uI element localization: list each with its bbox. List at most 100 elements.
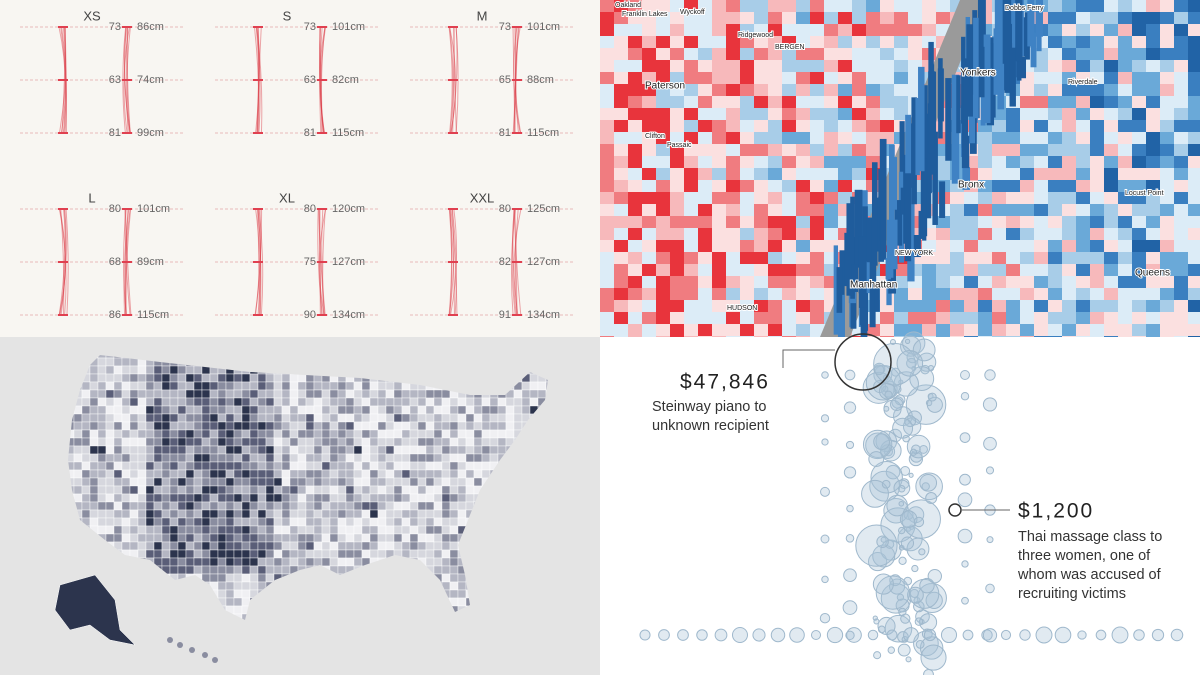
county bbox=[145, 501, 155, 511]
county bbox=[257, 461, 267, 471]
county bbox=[161, 501, 171, 511]
county bbox=[489, 437, 499, 447]
county bbox=[473, 453, 483, 463]
county bbox=[297, 557, 307, 567]
tract bbox=[1062, 0, 1077, 13]
county bbox=[465, 405, 475, 415]
tract bbox=[1062, 84, 1077, 97]
county bbox=[529, 397, 539, 407]
building bbox=[1000, 0, 1007, 64]
tract bbox=[1146, 312, 1161, 325]
bubble bbox=[898, 607, 907, 617]
tract bbox=[1034, 60, 1049, 73]
county bbox=[289, 477, 299, 487]
bubble bbox=[846, 504, 854, 513]
tract bbox=[1104, 108, 1119, 121]
county bbox=[457, 581, 467, 591]
county bbox=[241, 493, 251, 503]
tract bbox=[1146, 108, 1161, 121]
tract bbox=[614, 72, 629, 85]
tract bbox=[1132, 312, 1147, 325]
tract bbox=[1062, 336, 1077, 337]
county bbox=[185, 389, 195, 399]
county bbox=[217, 469, 227, 479]
county bbox=[329, 501, 339, 511]
county bbox=[337, 421, 347, 431]
left-measure: 86 bbox=[109, 309, 121, 321]
county bbox=[201, 525, 211, 535]
county bbox=[177, 501, 187, 511]
tract bbox=[894, 288, 909, 301]
tract bbox=[880, 96, 895, 109]
county bbox=[377, 541, 387, 551]
tract bbox=[908, 24, 923, 37]
county bbox=[449, 557, 459, 567]
tract bbox=[642, 288, 657, 301]
county bbox=[393, 405, 403, 415]
county bbox=[97, 357, 107, 367]
tract bbox=[852, 180, 867, 193]
tract bbox=[1062, 12, 1077, 25]
tract bbox=[978, 288, 993, 301]
county bbox=[129, 421, 139, 431]
county bbox=[241, 437, 251, 447]
tract bbox=[712, 228, 727, 241]
county bbox=[329, 445, 339, 455]
tract bbox=[1048, 192, 1063, 205]
county bbox=[457, 453, 467, 463]
county bbox=[313, 389, 323, 399]
tract bbox=[628, 180, 643, 193]
tract bbox=[1160, 336, 1175, 337]
county bbox=[113, 389, 123, 399]
measure-mark bbox=[253, 132, 263, 134]
county bbox=[289, 557, 299, 567]
tract bbox=[1048, 168, 1063, 181]
tract bbox=[628, 144, 643, 157]
county bbox=[241, 517, 251, 527]
county bbox=[185, 509, 195, 519]
county bbox=[169, 429, 179, 439]
tract bbox=[1062, 168, 1077, 181]
county bbox=[465, 445, 475, 455]
tract bbox=[1006, 228, 1021, 241]
tract bbox=[712, 300, 727, 313]
left-measure: 73 bbox=[109, 21, 121, 33]
county bbox=[281, 461, 291, 471]
tract bbox=[1188, 48, 1200, 61]
right-measure: 120cm bbox=[332, 203, 365, 215]
tract bbox=[852, 72, 867, 85]
county bbox=[337, 565, 347, 575]
tract bbox=[1006, 324, 1021, 337]
tract bbox=[670, 252, 685, 265]
bubble bbox=[842, 600, 858, 615]
tract bbox=[1174, 108, 1189, 121]
county bbox=[233, 557, 243, 567]
county bbox=[313, 421, 323, 431]
tract bbox=[1076, 168, 1091, 181]
county bbox=[121, 453, 131, 463]
county bbox=[129, 389, 139, 399]
tract bbox=[824, 192, 839, 205]
county bbox=[369, 549, 379, 559]
tract bbox=[1090, 60, 1105, 73]
county bbox=[521, 405, 531, 415]
tract bbox=[740, 252, 755, 265]
county bbox=[305, 437, 315, 447]
tract bbox=[754, 204, 769, 217]
tract bbox=[1076, 240, 1091, 253]
tract bbox=[740, 36, 755, 49]
tract bbox=[726, 300, 741, 313]
measure-mark bbox=[317, 314, 327, 316]
tract bbox=[838, 60, 853, 73]
tract bbox=[1006, 204, 1021, 217]
county bbox=[425, 557, 435, 567]
county bbox=[529, 381, 539, 391]
tract bbox=[1104, 120, 1119, 133]
county bbox=[249, 437, 259, 447]
county bbox=[177, 509, 187, 519]
county bbox=[457, 461, 467, 471]
bubble bbox=[982, 397, 998, 412]
tract bbox=[600, 264, 615, 277]
tract bbox=[810, 336, 825, 337]
county bbox=[169, 461, 179, 471]
